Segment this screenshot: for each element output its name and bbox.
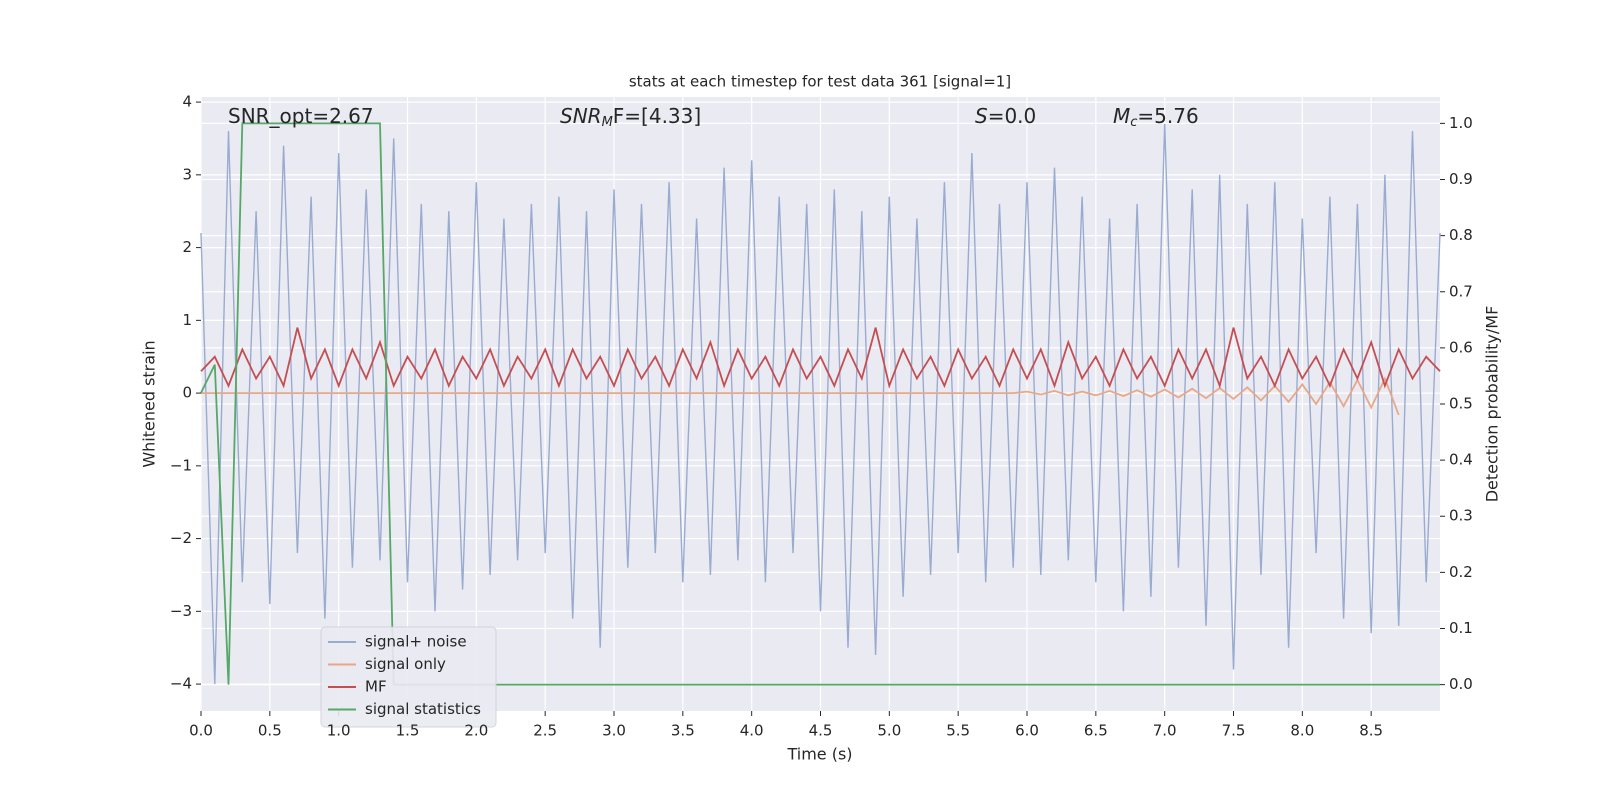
x-tick-label: 5.5: [946, 722, 970, 740]
x-tick-label: 7.0: [1153, 722, 1177, 740]
annotation: SNRMF=[4.33]: [560, 104, 701, 130]
series-line: [201, 376, 1400, 416]
x-tick-label: 2.5: [533, 722, 557, 740]
y-tick-label: 0: [182, 384, 192, 402]
y-tick-label: 4: [182, 93, 192, 111]
y2-tick-label: 0.0: [1449, 675, 1473, 693]
series-line: [200, 123, 1441, 685]
legend-box: [320, 626, 497, 728]
x-tick-label: 4.0: [740, 722, 764, 740]
y-tick-label: −1: [170, 456, 192, 474]
y-tick-label: 1: [182, 311, 192, 329]
x-tick-label: 2.0: [464, 722, 488, 740]
annotations: SNR_opt=2.67 SNRMF=[4.33] S=0.0 Mc=5.76: [228, 104, 1199, 130]
legend-label: signal statistics: [365, 700, 481, 718]
legend-label: MF: [365, 678, 387, 696]
annotation-part: =5.76: [1137, 104, 1198, 128]
x-tick-label: 1.5: [396, 722, 420, 740]
x-tick-label: 3.0: [602, 722, 626, 740]
y2-tick-label: 0.5: [1449, 395, 1473, 413]
x-tick-label: 3.5: [671, 722, 695, 740]
x-tick-label: 1.0: [327, 722, 351, 740]
y2-tick-label: 0.3: [1449, 507, 1473, 525]
x-tick-label: 6.0: [1015, 722, 1039, 740]
annotation-part: SNR: [560, 104, 602, 128]
annotation-part: S: [975, 104, 988, 128]
y2-tick-label: 0.8: [1449, 226, 1473, 244]
x-tick-label: 7.5: [1222, 722, 1246, 740]
x-tick-label: 8.5: [1359, 722, 1383, 740]
annotation: SNR_opt=2.67: [228, 104, 374, 128]
y2-tick-label: 0.9: [1449, 170, 1473, 188]
y-tick-label: −2: [170, 529, 192, 547]
annotation-part: =0.0: [988, 104, 1037, 128]
y2-axis-label: Detection probability/MF: [1483, 306, 1502, 503]
x-axis-label: Time (s): [786, 745, 852, 764]
x-tick-label: 0.5: [258, 722, 282, 740]
legend-label: signal only: [365, 655, 446, 673]
y-tick-label: −4: [170, 675, 192, 693]
annotation: Mc=5.76: [1113, 104, 1199, 130]
x-tick-label: 5.0: [877, 722, 901, 740]
y2-tick-label: 0.4: [1449, 451, 1473, 469]
annotation-part: M: [602, 115, 613, 130]
y-tick-label: 3: [182, 165, 192, 183]
y2-tick-label: 0.2: [1449, 563, 1473, 581]
y2-tick-label: 1.0: [1449, 114, 1473, 132]
x-tick-label: 0.0: [189, 722, 213, 740]
y2-tick-label: 0.1: [1449, 619, 1473, 637]
annotation: S=0.0: [975, 104, 1036, 128]
annotation-part: SNR_opt=2.67: [228, 104, 374, 128]
y-axis-label: Whitened strain: [140, 340, 159, 467]
x-tick-label: 4.5: [809, 722, 833, 740]
y-tick-label: 2: [182, 238, 192, 256]
x-tick-label: 6.5: [1084, 722, 1108, 740]
legend: signal+ noise signal only MF signal statist…: [320, 626, 497, 728]
annotation-part: c: [1130, 115, 1137, 130]
series-line: [200, 327, 1441, 389]
legend-label: signal+ noise: [365, 633, 467, 651]
y2-tick-label: 0.7: [1449, 282, 1473, 300]
y-tick-label: −3: [170, 602, 192, 620]
chart-title: stats at each timestep for test data 361…: [629, 73, 1011, 91]
x-tick-label: 8.0: [1290, 722, 1314, 740]
annotation-part: F=[4.33]: [613, 104, 701, 128]
y2-tick-label: 0.6: [1449, 338, 1473, 356]
annotation-part: M: [1113, 104, 1130, 128]
